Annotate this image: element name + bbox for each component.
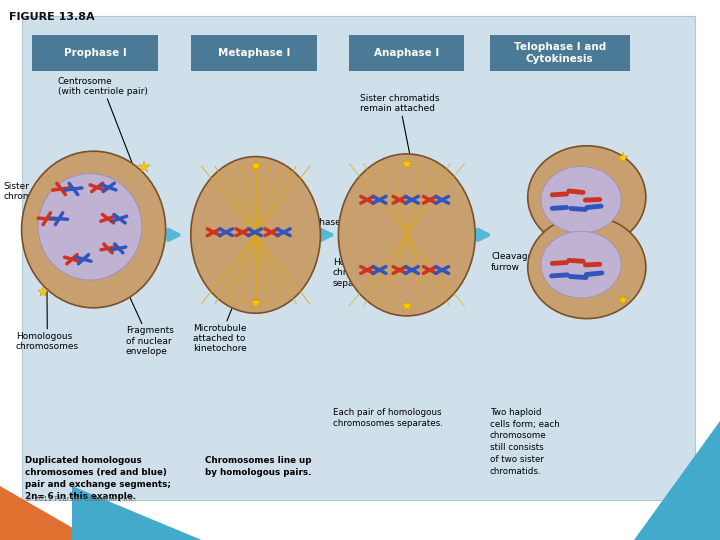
Text: Homologous
chromosomes: Homologous chromosomes [16,273,79,351]
Text: Fragments
of nuclear
envelope: Fragments of nuclear envelope [126,289,174,356]
Ellipse shape [541,231,621,298]
Text: Prophase I: Prophase I [64,48,127,58]
Polygon shape [0,486,94,540]
Ellipse shape [528,146,646,248]
Ellipse shape [541,166,621,233]
Text: Sister chromatids
remain attached: Sister chromatids remain attached [360,94,439,176]
FancyBboxPatch shape [490,35,630,71]
Text: Homologous
chromosomes
separate: Homologous chromosomes separate [333,230,396,288]
Polygon shape [634,421,720,540]
Ellipse shape [22,151,166,308]
Text: Anaphase I: Anaphase I [374,48,439,58]
Text: Duplicated homologous
chromosomes (red and blue)
pair and exchange segments;
2n=: Duplicated homologous chromosomes (red a… [25,456,171,501]
FancyBboxPatch shape [22,16,695,500]
Text: Metaphase
plate: Metaphase plate [292,218,341,238]
Text: Spindle: Spindle [115,202,153,219]
Text: Centrosome
(with centriole pair): Centrosome (with centriole pair) [58,77,148,166]
Text: Chiasmata: Chiasmata [94,179,149,200]
Text: Cleavage
furrow: Cleavage furrow [491,232,583,272]
Text: Telophase I and
Cytokinesis: Telophase I and Cytokinesis [513,42,606,64]
Ellipse shape [338,154,475,316]
Text: © 2011 Pearson Education, Inc.: © 2011 Pearson Education, Inc. [25,496,137,502]
FancyBboxPatch shape [32,35,158,71]
Ellipse shape [191,157,320,313]
Polygon shape [72,486,202,540]
Text: Metaphase I: Metaphase I [217,48,290,58]
Ellipse shape [38,173,142,280]
Text: Sister
chromatids: Sister chromatids [4,182,54,211]
Text: Chromosomes line up
by homologous pairs.: Chromosomes line up by homologous pairs. [205,456,312,477]
Text: Each pair of homologous
chromosomes separates.: Each pair of homologous chromosomes sepa… [333,408,443,429]
FancyBboxPatch shape [191,35,317,71]
Ellipse shape [528,216,646,319]
Text: Centromere
(with kinetochore): Centromere (with kinetochore) [212,174,295,231]
Text: Microtubule
attached to
kinetochore: Microtubule attached to kinetochore [193,267,248,354]
FancyBboxPatch shape [349,35,464,71]
Text: FIGURE 13.8A: FIGURE 13.8A [9,12,94,22]
Text: Two haploid
cells form; each
chromosome
still consists
of two sister
chromatids.: Two haploid cells form; each chromosome … [490,408,559,476]
